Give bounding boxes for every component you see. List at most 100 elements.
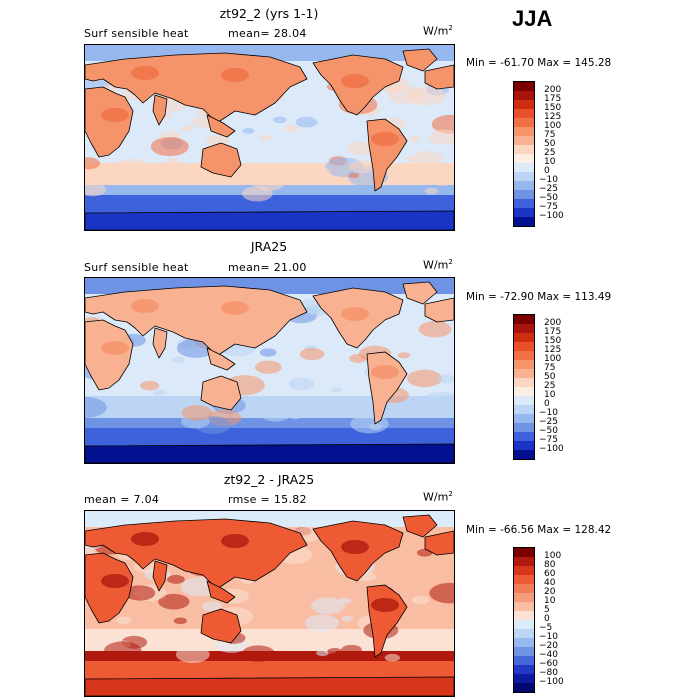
panel1-colorbar-swatch	[514, 145, 534, 154]
panel2-colorbar-swatch	[514, 378, 534, 387]
panel2-colorbar-label: −25	[539, 417, 558, 427]
panel3-minmax: Min = -66.56 Max = 128.42	[466, 524, 612, 536]
panel3-colorbar-label: −10	[539, 632, 558, 642]
panel1-colorbar-swatch	[514, 136, 534, 145]
panel1-colorbar-label: 125	[544, 112, 562, 122]
panel3-colorbar-swatch	[514, 665, 534, 674]
panel3-colorbar-swatch	[514, 566, 534, 575]
panel1-colorbar-swatch	[514, 163, 534, 172]
panel2-colorbar-swatch	[514, 324, 534, 333]
panel2-colorbar-swatch	[514, 333, 534, 342]
panel2-title: JRA25	[250, 239, 288, 254]
panel1-colorbar-label: −50	[539, 193, 558, 203]
panel3-colorbar	[513, 547, 535, 693]
panel3-colorbar-label: 20	[544, 587, 556, 597]
panel2-colorbar-swatch	[514, 360, 534, 369]
panel3-colorbar-swatch	[514, 629, 534, 638]
panel1-colorbar-label: −10	[539, 175, 558, 185]
panel1-colorbar-label: 150	[544, 103, 562, 113]
panel1-colorbar-label: 25	[544, 148, 556, 158]
panel3-colorbar-swatch	[514, 656, 534, 665]
panel1-colorbar-label: 10	[544, 157, 556, 167]
panel1-minmax: Min = -61.70 Max = 145.28	[466, 57, 612, 69]
panel2-colorbar-swatch	[514, 450, 534, 459]
panel1-title: zt92_2 (yrs 1-1)	[219, 6, 319, 21]
panel2-colorbar-label: −100	[539, 444, 564, 454]
panel3-colorbar-label: 60	[544, 569, 556, 579]
panel1-colorbar-label: −75	[539, 202, 558, 212]
panel2-mean-label: mean= 21.00	[228, 261, 307, 274]
panel3-colorbar-swatch	[514, 593, 534, 602]
panel3-title: zt92_2 - JRA25	[223, 472, 315, 487]
panel3-colorbar-label: 5	[544, 605, 550, 615]
panel2-colorbar-swatch	[514, 342, 534, 351]
panel3-units: W/m2	[423, 490, 453, 504]
panel2-colorbar-swatch	[514, 351, 534, 360]
panel1-mean-label: mean= 28.04	[228, 27, 307, 40]
panel2-colorbar-label: 10	[544, 390, 556, 400]
panel2-colorbar-label: −75	[539, 435, 558, 445]
panel3-colorbar-swatch	[514, 647, 534, 656]
panel2-colorbar-swatch	[514, 405, 534, 414]
panel2-colorbar-swatch	[514, 441, 534, 450]
panel1-colorbar-label: −25	[539, 184, 558, 194]
panel2-units: W/m2	[423, 258, 453, 272]
panel3-colorbar-label: 0	[544, 614, 550, 624]
panel3-mean-label: mean = 7.04	[84, 493, 160, 506]
panel3-colorbar-label: −20	[539, 641, 558, 651]
panel3-colorbar-label: −100	[539, 677, 564, 687]
panel2-colorbar-swatch	[514, 369, 534, 378]
panel1-colorbar-label: 200	[544, 85, 562, 95]
panel1-colorbar-swatch	[514, 217, 534, 226]
panel3-colorbar-label: 40	[544, 578, 556, 588]
panel3-colorbar-swatch	[514, 620, 534, 629]
panel3-colorbar-swatch	[514, 683, 534, 692]
panel1-colorbar-swatch	[514, 172, 534, 181]
panel2-colorbar-swatch	[514, 396, 534, 405]
panel1-colorbar-label: 0	[544, 166, 550, 176]
panel2-map	[84, 277, 455, 464]
panel3-rmse-label: rmse = 15.82	[228, 493, 307, 506]
panel2-colorbar-label: 150	[544, 336, 562, 346]
panel3-colorbar-label: −40	[539, 650, 558, 660]
panel2-colorbar-swatch	[514, 432, 534, 441]
panel1-colorbar-swatch	[514, 82, 534, 91]
panel1-colorbar-swatch	[514, 154, 534, 163]
panel3-map-svg	[85, 511, 454, 696]
panel2-colorbar-swatch	[514, 423, 534, 432]
panel1-colorbar-swatch	[514, 100, 534, 109]
panel1-colorbar-swatch	[514, 190, 534, 199]
panel1-colorbar-label: 175	[544, 94, 562, 104]
panel1-colorbar-label: 75	[544, 130, 556, 140]
panel1-map-svg	[85, 45, 454, 230]
season-label: JJA	[512, 6, 553, 31]
panel2-map-svg	[85, 278, 454, 463]
panel3-colorbar-label: 80	[544, 560, 556, 570]
panel2-colorbar-label: 50	[544, 372, 556, 382]
panel2-colorbar-swatch	[514, 387, 534, 396]
panel3-colorbar-swatch	[514, 602, 534, 611]
panel1-colorbar-label: −100	[539, 211, 564, 221]
panel2-colorbar-label: 75	[544, 363, 556, 373]
panel2-minmax: Min = -72.90 Max = 113.49	[466, 291, 612, 303]
panel3-colorbar-label: −5	[539, 623, 553, 633]
panel2-colorbar-label: −50	[539, 426, 558, 436]
panel1-colorbar-swatch	[514, 118, 534, 127]
panel2-colorbar-label: 200	[544, 318, 562, 328]
panel1-variable-label: Surf sensible heat	[84, 27, 189, 40]
panel2-colorbar-label: 125	[544, 345, 562, 355]
panel1-colorbar-swatch	[514, 127, 534, 136]
panel1-colorbar-label: 100	[544, 121, 562, 131]
panel2-colorbar-swatch	[514, 315, 534, 324]
panel1-colorbar-swatch	[514, 181, 534, 190]
panel1-map	[84, 44, 455, 231]
panel3-colorbar-swatch	[514, 638, 534, 647]
panel3-colorbar-swatch	[514, 575, 534, 584]
panel2-colorbar-label: −10	[539, 408, 558, 418]
panel3-colorbar-label: 100	[544, 551, 562, 561]
panel1-colorbar	[513, 81, 535, 227]
panel3-colorbar-label: −80	[539, 668, 558, 678]
panel3-colorbar-swatch	[514, 584, 534, 593]
panel3-colorbar-swatch	[514, 611, 534, 620]
panel3-colorbar-swatch	[514, 557, 534, 566]
